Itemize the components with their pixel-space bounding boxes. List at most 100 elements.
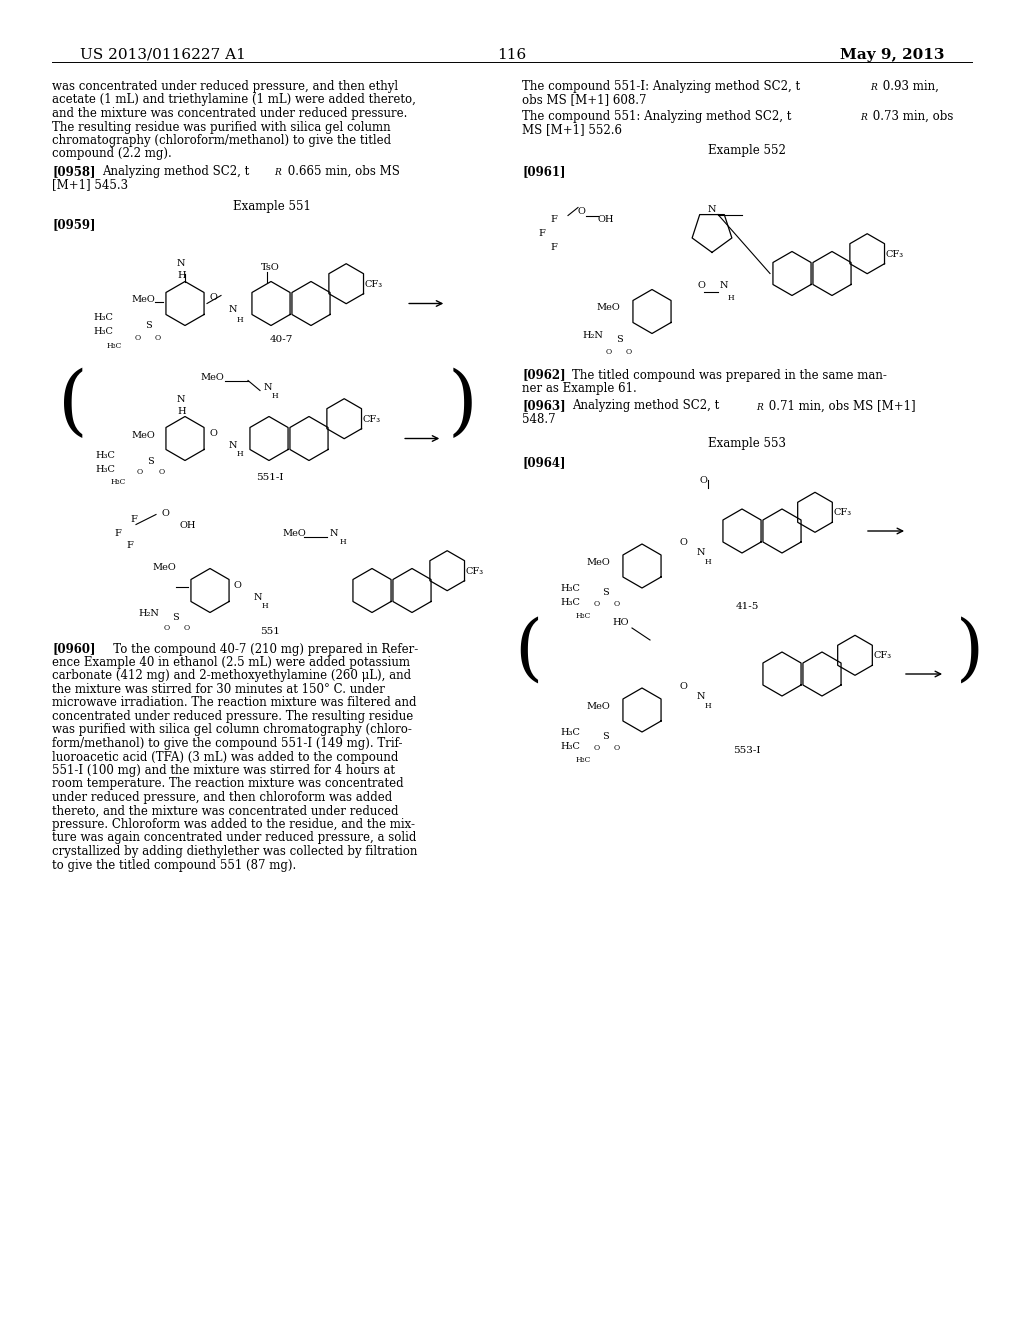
Text: H: H (705, 702, 712, 710)
Text: H₂N: H₂N (138, 609, 159, 618)
Text: O: O (606, 347, 612, 355)
Text: R: R (274, 168, 281, 177)
Text: O: O (594, 601, 600, 609)
Text: O: O (159, 469, 165, 477)
Text: was concentrated under reduced pressure, and then ethyl: was concentrated under reduced pressure,… (52, 81, 398, 92)
Text: O: O (680, 682, 688, 690)
Text: S: S (147, 457, 154, 466)
Text: H: H (177, 272, 185, 281)
Text: The titled compound was prepared in the same man-: The titled compound was prepared in the … (572, 368, 887, 381)
Text: F: F (538, 230, 545, 239)
Text: H₃C: H₃C (575, 756, 592, 764)
Text: MeO: MeO (131, 296, 155, 305)
Text: room temperature. The reaction mixture was concentrated: room temperature. The reaction mixture w… (52, 777, 403, 791)
Text: Example 551: Example 551 (233, 201, 311, 213)
Text: N: N (697, 692, 706, 701)
Text: 551-I: 551-I (256, 473, 284, 482)
Text: MeO: MeO (282, 528, 306, 537)
Text: N: N (330, 528, 339, 537)
Text: ture was again concentrated under reduced pressure, a solid: ture was again concentrated under reduce… (52, 832, 417, 845)
Text: N: N (254, 593, 262, 602)
Text: H₃C: H₃C (106, 342, 123, 350)
Text: N: N (720, 281, 728, 290)
Text: Analyzing method SC2, t: Analyzing method SC2, t (572, 400, 719, 412)
Text: thereto, and the mixture was concentrated under reduced: thereto, and the mixture was concentrate… (52, 804, 398, 817)
Text: chromatography (chloroform/methanol) to give the titled: chromatography (chloroform/methanol) to … (52, 135, 391, 147)
Text: ence Example 40 in ethanol (2.5 mL) were added potassium: ence Example 40 in ethanol (2.5 mL) were… (52, 656, 410, 669)
Text: to give the titled compound 551 (87 mg).: to give the titled compound 551 (87 mg). (52, 858, 296, 871)
Text: H: H (272, 392, 279, 400)
Text: OH: OH (180, 520, 197, 529)
Text: MeO: MeO (586, 702, 609, 711)
Text: H₃C: H₃C (95, 465, 115, 474)
Text: S: S (145, 322, 152, 330)
Text: [0958]: [0958] (52, 165, 95, 178)
Text: carbonate (412 mg) and 2-methoxyethylamine (260 μL), and: carbonate (412 mg) and 2-methoxyethylami… (52, 669, 411, 682)
Text: obs MS [M+1] 608.7: obs MS [M+1] 608.7 (522, 94, 646, 107)
Text: H: H (177, 407, 185, 416)
Text: H: H (340, 539, 347, 546)
Text: 553-I: 553-I (733, 746, 761, 755)
Text: Example 553: Example 553 (708, 437, 786, 450)
Text: O: O (135, 334, 141, 342)
Text: [0962]: [0962] (522, 368, 565, 381)
Text: form/methanol) to give the compound 551-I (149 mg). Trif-: form/methanol) to give the compound 551-… (52, 737, 402, 750)
Text: H: H (728, 293, 734, 301)
Text: S: S (172, 612, 179, 622)
Text: H₃C: H₃C (560, 598, 580, 607)
Text: O: O (700, 477, 708, 484)
Text: ner as Example 61.: ner as Example 61. (522, 381, 637, 395)
Text: (: ( (58, 368, 88, 442)
Text: [0961]: [0961] (522, 165, 565, 178)
Text: O: O (137, 469, 143, 477)
Text: R: R (870, 83, 877, 92)
Text: 0.93 min,: 0.93 min, (879, 81, 939, 92)
Text: H: H (705, 558, 712, 566)
Text: O: O (614, 744, 621, 752)
Text: F: F (114, 528, 121, 537)
Text: O: O (184, 624, 190, 632)
Text: the mixture was stirred for 30 minutes at 150° C. under: the mixture was stirred for 30 minutes a… (52, 682, 385, 696)
Text: 40-7: 40-7 (269, 335, 293, 345)
Text: O: O (697, 281, 705, 290)
Text: H₃C: H₃C (111, 479, 126, 487)
Text: F: F (550, 215, 557, 224)
Text: H₃C: H₃C (560, 742, 580, 751)
Text: R: R (860, 114, 866, 121)
Text: under reduced pressure, and then chloroform was added: under reduced pressure, and then chlorof… (52, 791, 392, 804)
Text: CF₃: CF₃ (833, 508, 851, 517)
Text: 551: 551 (260, 627, 280, 636)
Text: N: N (264, 383, 272, 392)
Text: O: O (162, 508, 170, 517)
Text: F: F (550, 243, 557, 252)
Text: H: H (237, 315, 244, 323)
Text: R: R (756, 403, 763, 412)
Text: O: O (626, 347, 632, 355)
Text: MeO: MeO (596, 304, 620, 313)
Text: (: ( (514, 616, 543, 686)
Text: N: N (177, 260, 185, 268)
Text: N: N (177, 395, 185, 404)
Text: H₃C: H₃C (93, 327, 113, 337)
Text: H₃C: H₃C (560, 583, 580, 593)
Text: 41-5: 41-5 (735, 602, 759, 611)
Text: O: O (614, 601, 621, 609)
Text: O: O (155, 334, 161, 342)
Text: O: O (209, 293, 217, 302)
Text: S: S (602, 733, 608, 741)
Text: was purified with silica gel column chromatography (chloro-: was purified with silica gel column chro… (52, 723, 412, 737)
Text: MeO: MeO (586, 558, 609, 568)
Text: N: N (708, 206, 717, 214)
Text: CF₃: CF₃ (465, 566, 483, 576)
Text: CF₃: CF₃ (362, 414, 380, 424)
Text: [0960]: [0960] (52, 643, 95, 656)
Text: F: F (130, 516, 137, 524)
Text: MeO: MeO (131, 430, 155, 440)
Text: Analyzing method SC2, t: Analyzing method SC2, t (102, 165, 249, 178)
Text: ): ) (956, 616, 984, 686)
Text: crystallized by adding diethylether was collected by filtration: crystallized by adding diethylether was … (52, 845, 418, 858)
Text: 0.71 min, obs MS [M+1]: 0.71 min, obs MS [M+1] (765, 400, 915, 412)
Text: N: N (229, 305, 238, 314)
Text: Example 552: Example 552 (708, 144, 786, 157)
Text: ): ) (449, 368, 478, 442)
